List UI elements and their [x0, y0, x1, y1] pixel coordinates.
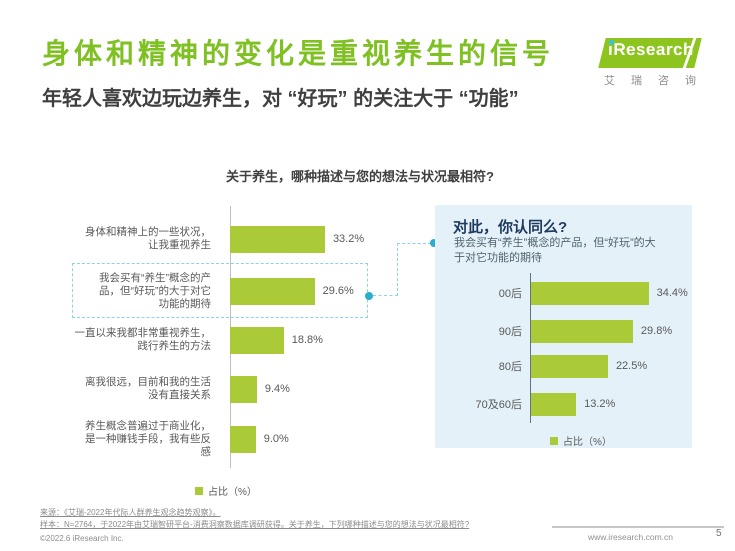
bar-value: 29.8%	[640, 325, 673, 337]
panel-title: 对此，你认同么?	[453, 219, 568, 236]
bar-row: 身体和精神上的一些状况， 让我重视养生 33.2%	[60, 212, 364, 266]
highlight-dashed-box	[72, 263, 368, 318]
footer-divider	[552, 526, 724, 528]
page-number: 5	[716, 528, 722, 539]
panel-annotation: 我会买有“养生”概念的产品，但“好玩”的大 于对它功能的期待	[454, 237, 656, 264]
bar-value: 33.2%	[332, 233, 365, 245]
bar-value: 22.5%	[615, 360, 648, 372]
bar-label: 一直以来我都非常重视养生， 践行养生的方法	[74, 327, 212, 352]
bar-label: 养生概念普遍过于商业化， 是一种赚钱手段，我有些反 感	[85, 419, 211, 458]
copyright: ©2022.6 iResearch Inc.	[40, 534, 124, 543]
logo-brand-text: iResearch	[606, 40, 696, 59]
bar-row: 80后 22.5%	[443, 348, 647, 384]
page-title: 身体和精神的变化是重视养生的信号	[42, 38, 555, 69]
bar-label: 离我很远，目前和我的生活 没有直接关系	[85, 376, 211, 401]
bar	[531, 319, 633, 343]
legend-label: 占比（%）	[208, 487, 257, 498]
callout-dot-icon	[430, 239, 438, 247]
bar-row-highlighted: 我会买有“养生”概念的产 品，但“好玩”的大于对它 功能的期待 29.6%	[60, 264, 354, 318]
bar-label: 我会买有“养生”概念的产 品，但“好玩”的大于对它 功能的期待	[99, 271, 211, 310]
bar-value: 9.4%	[264, 383, 290, 395]
bar-row: 90后 29.8%	[443, 313, 672, 349]
bar-value: 34.4%	[656, 287, 688, 299]
bar-label: 00后	[498, 288, 522, 300]
bar	[531, 354, 608, 378]
bar-label: 90后	[498, 326, 522, 338]
iresearch-logo: iResearch 艾瑞咨询	[598, 36, 702, 87]
footnote-source: 来源：《艾瑞-2022年代际人群养生观念趋势观察》。	[40, 508, 221, 517]
bar-value: 13.2%	[584, 398, 616, 410]
bar-row: 00后 34.4%	[443, 275, 688, 311]
bar-value: 9.0%	[263, 433, 289, 445]
callout-dot-icon	[365, 292, 373, 300]
bar-value: 18.8%	[291, 334, 323, 346]
legend-swatch	[550, 436, 558, 445]
footnote-sample: 样本：N=2764，于2022年由艾瑞智研平台-消费洞察数据库调研获得。关于养生…	[40, 520, 470, 529]
logo-brand-chinese: 艾瑞咨询	[604, 75, 712, 87]
callout-line	[397, 243, 398, 296]
bar-row: 70及60后 13.2%	[443, 386, 615, 422]
left-chart-legend: 占比（%）	[195, 483, 257, 498]
chart-title: 关于养生，哪种描述与您的想法与状况最相符?	[226, 169, 494, 184]
legend-swatch	[195, 486, 203, 495]
bar	[230, 375, 257, 403]
bar	[531, 281, 649, 305]
bar-label: 身体和精神上的一些状况， 让我重视养生	[85, 226, 211, 251]
bar	[531, 392, 577, 416]
bar-label: 70及60后	[475, 399, 522, 411]
bar	[230, 277, 315, 305]
bar	[230, 225, 325, 253]
bar	[230, 326, 284, 354]
bar-label: 80后	[498, 361, 522, 373]
website-url: www.iresearch.com.cn	[588, 532, 674, 542]
right-chart-axis-line	[530, 273, 531, 423]
callout-line	[397, 243, 431, 244]
legend-label: 占比（%）	[563, 437, 612, 448]
bar-row: 一直以来我都非常重视养生， 践行养生的方法 18.8%	[60, 313, 323, 367]
logo-i-dot-icon	[609, 40, 614, 45]
bar	[230, 425, 256, 453]
page-subtitle: 年轻人喜欢边玩边养生，对 “好玩” 的关注大于 “功能”	[42, 88, 519, 110]
right-chart-legend: 占比（%）	[550, 433, 612, 448]
bar-value: 29.6%	[322, 285, 354, 297]
bar-row: 离我很远，目前和我的生活 没有直接关系 9.4%	[60, 362, 290, 416]
callout-line	[373, 295, 398, 296]
bar-row: 养生概念普遍过于商业化， 是一种赚钱手段，我有些反 感 9.0%	[60, 412, 289, 466]
detail-panel: 对此，你认同么? 我会买有“养生”概念的产品，但“好玩”的大 于对它功能的期待 …	[435, 205, 692, 448]
